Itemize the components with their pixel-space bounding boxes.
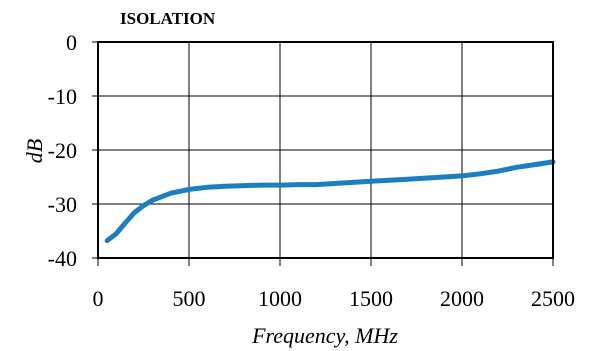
y-axis-label: dB xyxy=(22,139,47,163)
x-tick-label: 2000 xyxy=(440,286,484,311)
y-tick-label: -30 xyxy=(48,192,77,217)
x-tick-label: 1500 xyxy=(349,286,393,311)
isolation-series-line xyxy=(104,159,556,244)
series-group xyxy=(104,159,556,244)
y-tick-label: 0 xyxy=(66,30,77,55)
plot-frame xyxy=(97,41,554,259)
x-tick-label: 1000 xyxy=(258,286,302,311)
y-tick-label: -10 xyxy=(48,84,77,109)
x-tick-label: 0 xyxy=(93,286,104,311)
x-tick-label: 2500 xyxy=(531,286,575,311)
x-axis-label: Frequency, MHz xyxy=(251,323,398,348)
chart-title: ISOLATION xyxy=(120,9,216,28)
y-tick-label: -40 xyxy=(48,246,77,271)
tick-labels: 0 500 1000 1500 2000 2500 0 -10 -20 -30 -40 xyxy=(48,30,575,311)
x-tick-label: 500 xyxy=(173,286,206,311)
y-tick-label: -20 xyxy=(48,138,77,163)
grid xyxy=(92,41,554,266)
